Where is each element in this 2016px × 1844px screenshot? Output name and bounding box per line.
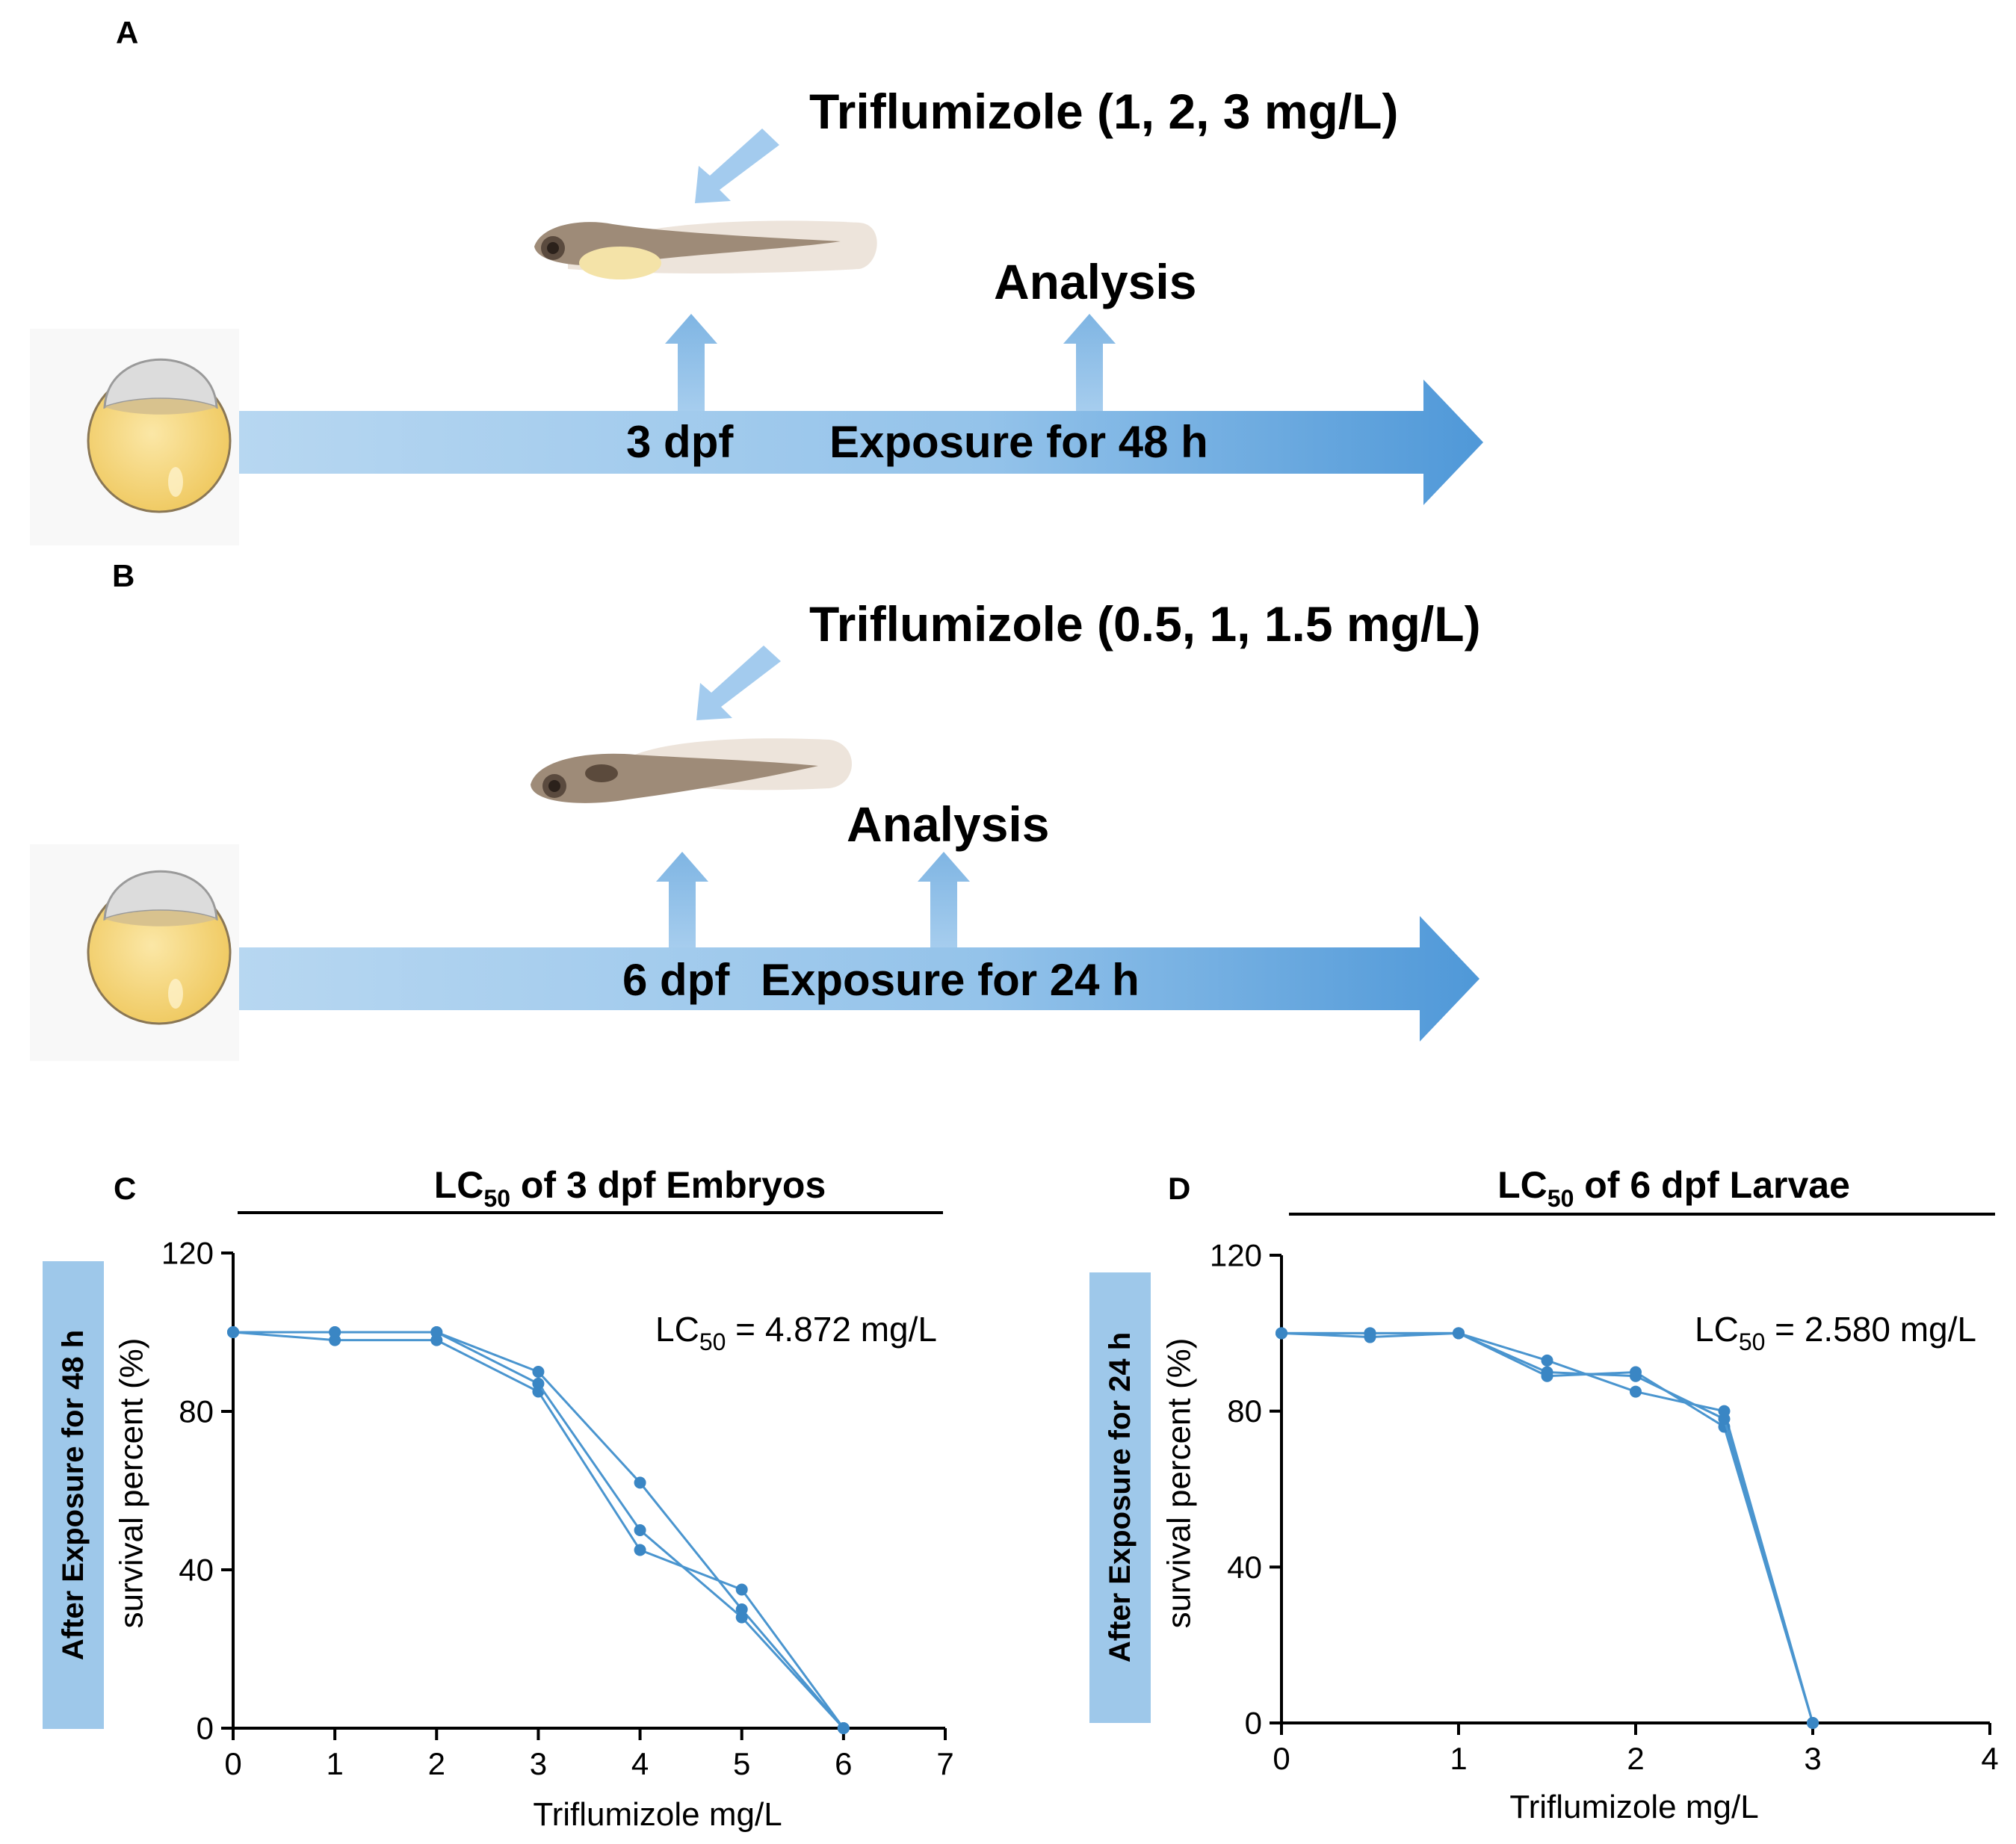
data-point-c-3 <box>735 1611 748 1624</box>
x-tick-label-d: 3 <box>1804 1741 1821 1776</box>
data-point-c-3 <box>430 1326 443 1338</box>
data-point-c-3 <box>532 1377 545 1390</box>
x-axis-title-c: Triflumizole mg/L <box>533 1796 782 1833</box>
x-tick-label-c: 4 <box>631 1746 649 1781</box>
data-point-d-3 <box>1541 1366 1553 1379</box>
panel-a: A Triflumizole (1, 2, 3 mg/L) Analysis <box>30 15 1483 545</box>
y-tick-label-c: 0 <box>197 1711 214 1746</box>
data-point-c-2 <box>735 1583 748 1596</box>
side-label-box-d <box>1089 1272 1151 1723</box>
up-arrow-analysis-a <box>1063 314 1116 411</box>
data-point-c-3 <box>837 1722 850 1734</box>
timeline-arrow-a <box>30 329 1483 545</box>
larva-illustration-b <box>531 738 852 803</box>
egg-illustration-a <box>87 358 232 513</box>
egg-illustration-b <box>87 870 232 1025</box>
data-point-c-3 <box>634 1524 646 1536</box>
data-point-c-1 <box>532 1366 545 1378</box>
exposure-label-a: Exposure for 48 h <box>829 417 1208 467</box>
y-tick-label-d: 120 <box>1210 1238 1262 1273</box>
y-tick-label-c: 120 <box>161 1236 214 1271</box>
chart-c: C LC50 of 3 dpf Embryos After Exposure f… <box>43 1164 954 1833</box>
y-tick-label-c: 80 <box>179 1394 214 1429</box>
treatment-label-b: Triflumizole (0.5, 1, 1.5 mg/L) <box>809 596 1481 652</box>
larva-illustration-a <box>534 220 877 279</box>
data-point-c-1 <box>634 1476 646 1489</box>
x-tick-label-d: 4 <box>1981 1741 1998 1776</box>
y-axis-title-d: survival percent (%) <box>1161 1338 1198 1629</box>
lc50-annotation-d: LC50 = 2.580 mg/L <box>1695 1310 1976 1355</box>
data-point-d-3 <box>1453 1327 1465 1340</box>
x-tick-label-c: 7 <box>936 1746 953 1781</box>
y-tick-label-c: 40 <box>179 1553 214 1588</box>
panel-b: B Triflumizole (0.5, 1, 1.5 mg/L) Analys… <box>30 558 1481 1061</box>
y-axis-title-c: survival percent (%) <box>114 1338 150 1629</box>
treatment-arrow-b <box>696 646 781 720</box>
panel-letter-b: B <box>112 558 134 593</box>
chart-title-d: LC50 of 6 dpf Larvae <box>1497 1164 1850 1212</box>
plot-area-d: 0 40 80 120 0 1 2 3 4 <box>1210 1238 1999 1777</box>
y-tick-label-d: 80 <box>1227 1393 1262 1429</box>
lc50-annotation-c: LC50 = 4.872 mg/L <box>655 1310 937 1355</box>
x-axis-title-d: Triflumizole mg/L <box>1509 1789 1758 1825</box>
plot-area-c: 0 40 80 120 0 1 2 3 4 5 6 7 <box>161 1236 954 1782</box>
data-point-d-1 <box>1630 1385 1642 1398</box>
x-tick-label-c: 1 <box>326 1746 343 1781</box>
data-point-d-1 <box>1541 1354 1553 1367</box>
side-label-c: After Exposure for 48 h <box>57 1330 90 1660</box>
x-tick-label-c: 0 <box>224 1746 241 1781</box>
data-point-d-3 <box>1276 1327 1287 1340</box>
data-point-c-2 <box>634 1544 646 1556</box>
x-tick-label-c: 2 <box>428 1746 445 1781</box>
timeline-arrow-b <box>30 844 1479 1061</box>
stage-label-b: 6 dpf <box>622 955 730 1005</box>
y-tick-label-d: 40 <box>1227 1550 1262 1585</box>
panel-letter-c: C <box>114 1171 136 1206</box>
exposure-label-b: Exposure for 24 h <box>761 955 1140 1005</box>
chart-title-c: LC50 of 3 dpf Embryos <box>434 1164 826 1212</box>
series-line-d-3 <box>1281 1331 1814 1724</box>
x-tick-label-c: 3 <box>530 1746 547 1781</box>
data-point-c-3 <box>227 1326 239 1338</box>
series-line-d-1 <box>1281 1331 1814 1724</box>
data-point-c-3 <box>329 1326 341 1338</box>
up-arrow-stage-b <box>656 852 708 947</box>
up-arrow-stage-a <box>665 314 717 411</box>
data-point-d-3 <box>1718 1413 1731 1426</box>
analysis-label-b: Analysis <box>847 796 1049 852</box>
data-point-d-3 <box>1364 1327 1376 1340</box>
data-point-d-3 <box>1630 1370 1642 1382</box>
treatment-label-a: Triflumizole (1, 2, 3 mg/L) <box>809 84 1398 139</box>
panel-letter-a: A <box>116 15 138 50</box>
side-label-d: After Exposure for 24 h <box>1104 1332 1137 1662</box>
stage-label-a: 3 dpf <box>626 417 734 467</box>
panel-letter-d: D <box>1168 1171 1190 1206</box>
x-tick-label-c: 6 <box>835 1746 852 1781</box>
x-tick-label-d: 0 <box>1273 1741 1290 1776</box>
up-arrow-analysis-b <box>918 852 970 947</box>
series-line-d-2 <box>1281 1331 1814 1724</box>
y-tick-label-d: 0 <box>1245 1706 1262 1741</box>
x-tick-label-d: 2 <box>1627 1741 1644 1776</box>
analysis-label-a: Analysis <box>994 254 1196 309</box>
chart-d: D LC50 of 6 dpf Larvae After Exposure fo… <box>1089 1164 1999 1825</box>
treatment-arrow-a <box>695 129 779 203</box>
x-tick-label-c: 5 <box>733 1746 750 1781</box>
side-label-box-c <box>43 1261 104 1729</box>
x-tick-label-d: 1 <box>1450 1741 1467 1776</box>
data-point-d-3 <box>1807 1717 1819 1729</box>
